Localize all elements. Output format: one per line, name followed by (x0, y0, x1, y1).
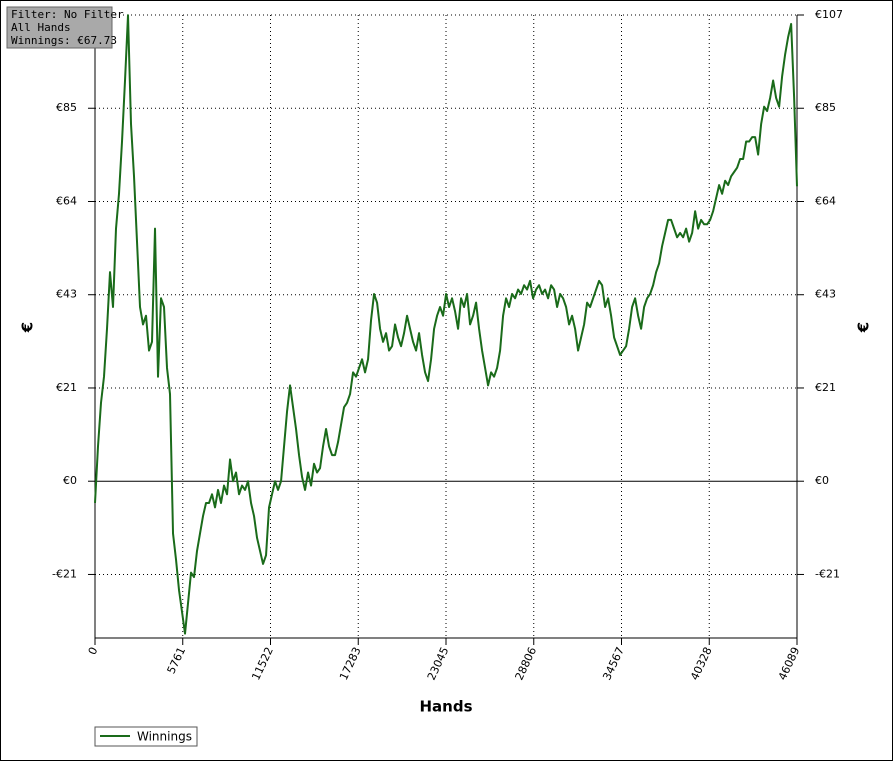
y-axis-title: € (19, 322, 37, 333)
series-line (94, 14, 798, 635)
y2-tick-label: €85 (815, 101, 836, 114)
y2-tick-label: €43 (815, 288, 836, 301)
y-tick-label: €43 (56, 288, 77, 301)
y2-tick-label: -€21 (815, 567, 840, 580)
x-tick-label: 0 (86, 645, 101, 657)
info-line: Winnings: €67.73 (11, 34, 117, 47)
info-box (6, 6, 113, 49)
y-tick-label: €64 (56, 194, 77, 207)
plot-area: -€21 -€21 €0 €0 €21 €21 €43 €43 €64 €64 €85 €85 €107… (49, 8, 843, 682)
y2-tick-label: €0 (815, 474, 829, 487)
legend-label: Winnings (137, 730, 192, 744)
y2-axis-title: € (855, 322, 873, 333)
y2-tick-label: €21 (815, 381, 836, 394)
y-tick-label: €0 (63, 474, 77, 487)
info-line: Filter: No Filter (11, 8, 124, 21)
y-tick-label: €21 (56, 381, 77, 394)
y2-tick-label: €64 (815, 194, 836, 207)
y2-tick-label: €107 (815, 8, 843, 21)
info-line: All Hands (11, 21, 71, 34)
x-axis-title: Hands (419, 698, 472, 716)
legend (94, 726, 198, 747)
y-tick-label: €85 (56, 101, 77, 114)
y-tick-label: -€21 (52, 567, 77, 580)
